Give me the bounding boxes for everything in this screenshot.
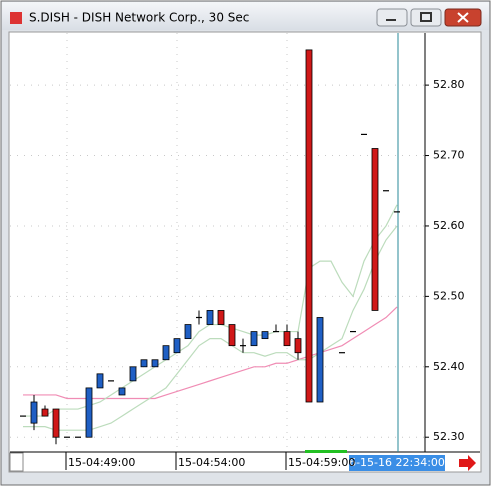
candle-body xyxy=(118,387,126,396)
candle-body xyxy=(85,387,93,438)
x-tick-label: 15-04:59:00 xyxy=(288,456,355,469)
chart-area xyxy=(8,31,482,473)
y-tick-label: 52.50 xyxy=(433,289,465,302)
candle-body xyxy=(173,338,181,354)
candle-body xyxy=(371,148,379,311)
x-tick-label: 15-04:49:00 xyxy=(68,456,135,469)
title-bar xyxy=(2,2,489,30)
candle-body xyxy=(41,408,49,417)
scroll-arrow[interactable] xyxy=(459,455,476,471)
candle-body xyxy=(305,49,313,403)
session-bar xyxy=(305,450,347,453)
candle-body xyxy=(316,317,324,403)
candle-body xyxy=(129,366,137,382)
indicator-line xyxy=(23,225,398,431)
window-title: S.DISH - DISH Network Corp., 30 Sec xyxy=(29,11,249,25)
indicator-line xyxy=(23,306,398,400)
candle-body xyxy=(96,373,104,389)
cursor-label: 6-15-16 22:34:00 xyxy=(349,456,445,469)
maximize-icon xyxy=(420,12,432,22)
minimize-button[interactable] xyxy=(376,8,408,27)
minimize-icon xyxy=(386,19,396,21)
y-tick-label: 52.60 xyxy=(433,219,465,232)
y-tick-label: 52.80 xyxy=(433,78,465,91)
candle-body xyxy=(162,345,170,361)
candle-body xyxy=(261,331,269,340)
candle-body xyxy=(206,310,214,325)
app-icon xyxy=(10,12,22,24)
candle-body xyxy=(250,331,258,347)
y-tick-label: 52.30 xyxy=(433,430,465,443)
scroll-box[interactable] xyxy=(9,452,24,472)
candle-body xyxy=(30,401,38,424)
y-tick-label: 52.40 xyxy=(433,360,465,373)
candle-body xyxy=(294,338,302,354)
candle-body xyxy=(217,310,225,325)
x-tick-label: 15-04:54:00 xyxy=(178,456,245,469)
candle-body xyxy=(228,324,236,347)
candle-body xyxy=(151,359,159,368)
cursor-label-box xyxy=(349,455,445,471)
close-icon xyxy=(457,12,469,23)
candle-body xyxy=(52,408,60,438)
candle-body xyxy=(140,359,148,368)
candle-body xyxy=(283,331,291,347)
y-tick-label: 52.70 xyxy=(433,149,465,162)
maximize-button[interactable] xyxy=(410,8,442,27)
candle-body xyxy=(184,324,192,340)
